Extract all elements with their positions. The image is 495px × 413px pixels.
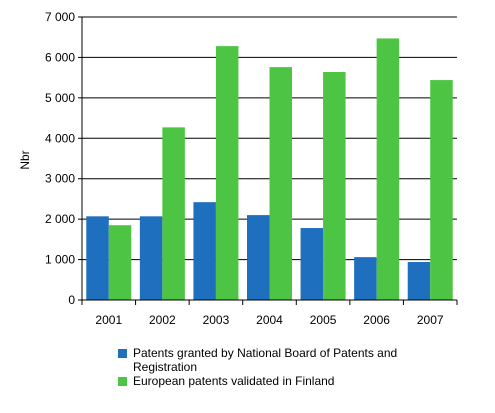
bar-european-validated bbox=[323, 71, 346, 301]
legend-item: Patents granted by National Board of Pat… bbox=[118, 346, 433, 374]
y-tick-label: 7 000 bbox=[45, 10, 75, 24]
x-tick-label: 2003 bbox=[203, 313, 230, 327]
bar-european-validated bbox=[269, 67, 292, 300]
legend-swatch bbox=[118, 377, 127, 386]
y-tick-label: 0 bbox=[68, 293, 75, 307]
x-tick-label: 2004 bbox=[256, 313, 283, 327]
y-tick-labels: 0 1 000 2 000 3 000 4 000 5 000 6 000 7 000 bbox=[45, 10, 82, 307]
bar-european-validated bbox=[376, 38, 400, 300]
bar-patents-granted bbox=[139, 216, 163, 300]
y-tick-label: 3 000 bbox=[45, 172, 75, 186]
x-tick-label: 2001 bbox=[95, 313, 122, 327]
x-tick-label: 2006 bbox=[363, 313, 390, 327]
legend: Patents granted by National Board of Pat… bbox=[118, 346, 433, 388]
legend-label: Patents granted by National Board of Pat… bbox=[133, 346, 398, 374]
bar-patents-granted bbox=[300, 228, 324, 300]
x-tick-label: 2005 bbox=[310, 313, 337, 327]
legend-item: European patents validated in Finland bbox=[118, 374, 433, 388]
x-tick-labels: 2001 2002 2003 2004 2005 2006 2007 bbox=[81, 300, 458, 327]
bar-patents-granted bbox=[247, 215, 270, 300]
x-tick-label: 2002 bbox=[149, 313, 176, 327]
bar-patents-granted bbox=[354, 257, 377, 300]
bars bbox=[86, 38, 453, 301]
axes bbox=[81, 17, 457, 301]
y-axis-label: Nbr bbox=[18, 150, 32, 169]
y-tick-label: 1 000 bbox=[45, 253, 75, 267]
y-tick-label: 6 000 bbox=[45, 50, 75, 64]
y-tick-label: 5 000 bbox=[45, 91, 75, 105]
bar-patents-granted bbox=[86, 216, 109, 300]
bar-patents-granted bbox=[407, 261, 431, 300]
y-tick-label: 4 000 bbox=[45, 131, 75, 145]
bar-european-validated bbox=[108, 225, 132, 300]
bar-european-validated bbox=[162, 127, 185, 301]
bar-european-validated bbox=[430, 80, 453, 300]
x-tick-label: 2007 bbox=[417, 313, 444, 327]
bar-european-validated bbox=[215, 46, 239, 301]
legend-swatch bbox=[118, 349, 127, 358]
y-tick-label: 2 000 bbox=[45, 212, 75, 226]
legend-label: European patents validated in Finland bbox=[133, 374, 335, 388]
bar-patents-granted bbox=[193, 202, 216, 300]
